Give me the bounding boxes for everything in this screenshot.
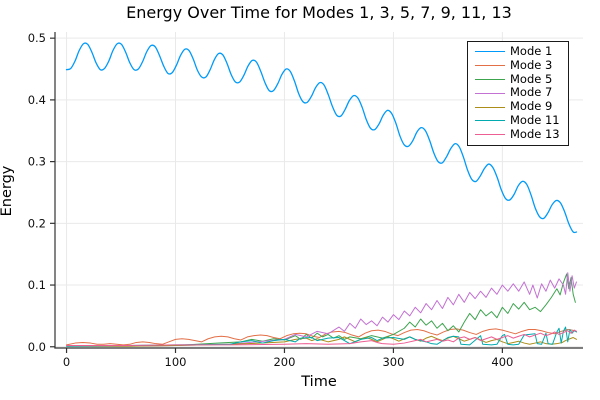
y-axis-label: Energy: [0, 165, 15, 217]
legend-line-sample: [475, 78, 505, 80]
legend-label: Mode 5: [510, 71, 553, 86]
axes: [50, 32, 583, 353]
legend-entry-mode-5: Mode 5: [468, 71, 560, 87]
series-line-mode-11: [66, 326, 577, 347]
series-line-mode-3: [66, 328, 577, 346]
chart-title: Energy Over Time for Modes 1, 3, 5, 7, 9…: [126, 3, 512, 22]
series-line-mode-1: [65, 42, 578, 234]
x-tick-label: 200: [273, 355, 295, 369]
y-tick-label: 0.2: [28, 216, 46, 230]
legend-entry-mode-13: Mode 13: [468, 126, 560, 142]
legend-entry-mode-7: Mode 7: [468, 86, 560, 100]
tick-labels: 0 100 200 300 400 0.0 0.1 0.2 0.3 0.4 0.5: [28, 31, 514, 369]
legend-entry-mode-9: Mode 9: [468, 99, 560, 114]
y-tick-label: 0.4: [28, 93, 46, 107]
legend-label: Mode 1: [510, 44, 553, 58]
legend-label: Mode 9: [510, 99, 553, 114]
legend-line-sample: [475, 92, 505, 94]
legend-line-sample: [475, 134, 505, 136]
series-line-mode-13: [66, 329, 577, 347]
series-line-mode-5: [66, 273, 576, 347]
legend-entry-mode-11: Mode 11: [468, 112, 560, 128]
legend-label: Mode 11: [510, 112, 560, 127]
legend-label: Mode 3: [510, 57, 553, 72]
y-tick-label: 0.5: [28, 31, 46, 45]
y-tick-label: 0.3: [28, 155, 46, 169]
legend-line-sample: [475, 51, 505, 53]
x-axis-label: Time: [301, 374, 337, 390]
legend-entry-mode-3: Mode 3: [468, 57, 560, 73]
y-tick-label: 0.0: [28, 340, 46, 354]
legend-line-sample: [475, 65, 505, 67]
legend-line-sample: [475, 106, 505, 108]
legend: Mode 1 Mode 3 Mode 5 Mode 7 Mode 9 Mode 11 Mod…: [467, 41, 569, 146]
data-series: [65, 42, 578, 347]
x-tick-label: 400: [491, 355, 513, 369]
series-line-mode-9: [66, 335, 577, 347]
series-line-mode-7: [66, 272, 577, 347]
legend-line-sample: [475, 120, 505, 122]
legend-label: Mode 13: [510, 126, 560, 141]
x-tick-label: 100: [165, 355, 187, 369]
legend-entry-mode-1: Mode 1: [468, 44, 560, 59]
y-tick-label: 0.1: [28, 278, 46, 292]
legend-label: Mode 7: [510, 85, 553, 100]
x-tick-label: 0: [63, 355, 70, 369]
x-tick-label: 300: [382, 355, 404, 369]
